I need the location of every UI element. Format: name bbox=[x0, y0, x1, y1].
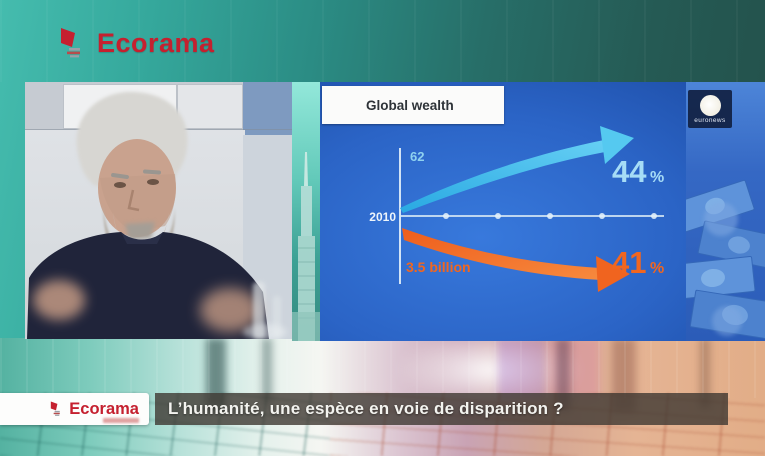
chart-title: Global wealth bbox=[366, 98, 454, 113]
city-pillar bbox=[262, 338, 272, 404]
banner-headline: L’humanité, une espèce en voie de dispar… bbox=[155, 393, 728, 425]
skyscraper-graphic bbox=[292, 152, 320, 341]
franklin-portrait bbox=[704, 202, 738, 236]
label-35-billion: 3.5 billion bbox=[406, 259, 471, 275]
rising-arrow-head bbox=[600, 126, 634, 164]
franklin-portrait bbox=[712, 306, 742, 336]
city-streak bbox=[498, 338, 546, 400]
falling-arrow bbox=[402, 228, 601, 280]
euronews-watermark: euronews bbox=[688, 90, 732, 128]
euronews-wordmark: euronews bbox=[694, 116, 726, 124]
city-pillar bbox=[700, 338, 710, 408]
rising-arrow bbox=[400, 140, 605, 213]
city-streak bbox=[548, 338, 600, 398]
banner-brand-subtext bbox=[103, 418, 139, 423]
label-44-pct: % bbox=[650, 169, 664, 186]
city-pillar bbox=[206, 338, 226, 408]
banner-brand-box: Ecorama bbox=[0, 393, 149, 425]
ecorama-logo: Ecorama bbox=[55, 26, 215, 60]
ecorama-icon-small bbox=[48, 400, 64, 418]
city-pillar bbox=[556, 338, 570, 410]
label-41: 41 bbox=[612, 245, 646, 280]
studio-background-sheen bbox=[0, 0, 765, 82]
label-44: 44 bbox=[612, 154, 647, 189]
chart-canvas: 62 2010 3.5 billion 44 % 41 % bbox=[369, 126, 664, 292]
skyline-gap bbox=[292, 82, 320, 341]
banner-ecorama-wordmark: Ecorama bbox=[69, 399, 139, 418]
label-62: 62 bbox=[410, 149, 424, 164]
guest-figure bbox=[27, 91, 287, 339]
label-41-pct: % bbox=[650, 260, 664, 277]
guest-video-panel bbox=[25, 82, 292, 339]
ecorama-wordmark: Ecorama bbox=[97, 27, 215, 58]
ecorama-icon bbox=[55, 26, 89, 60]
euronews-video-panel: Global wealth bbox=[320, 82, 765, 341]
global-wealth-chart: Global wealth bbox=[320, 82, 686, 341]
label-2010: 2010 bbox=[369, 210, 396, 224]
city-light-streaks bbox=[0, 338, 765, 398]
euronews-icon bbox=[699, 94, 721, 116]
chart-title-box: Global wealth bbox=[322, 86, 504, 124]
studio-panel bbox=[177, 84, 243, 129]
studio-panel-blue bbox=[243, 82, 292, 135]
falling-arrow-head bbox=[596, 256, 630, 292]
timeline-dots bbox=[443, 213, 657, 219]
